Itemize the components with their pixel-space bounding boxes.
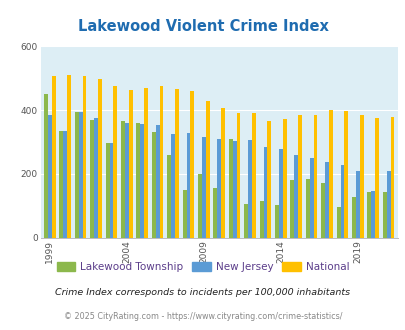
Bar: [263, 147, 267, 238]
Bar: [371, 191, 374, 238]
Bar: [355, 171, 359, 238]
Bar: [144, 88, 148, 238]
Bar: [275, 205, 278, 238]
Bar: [324, 162, 328, 238]
Bar: [252, 113, 255, 238]
Bar: [156, 125, 159, 238]
Bar: [182, 190, 186, 238]
Bar: [198, 174, 201, 238]
Bar: [236, 113, 240, 238]
Bar: [374, 118, 378, 238]
Bar: [52, 76, 55, 238]
Bar: [267, 121, 271, 238]
Text: © 2025 CityRating.com - https://www.cityrating.com/crime-statistics/: © 2025 CityRating.com - https://www.city…: [64, 312, 341, 321]
Bar: [121, 121, 125, 238]
Legend: Lakewood Township, New Jersey, National: Lakewood Township, New Jersey, National: [52, 258, 353, 276]
Bar: [244, 204, 247, 238]
Bar: [320, 183, 324, 238]
Text: Lakewood Violent Crime Index: Lakewood Violent Crime Index: [77, 19, 328, 34]
Bar: [125, 123, 128, 238]
Bar: [390, 117, 393, 238]
Bar: [343, 111, 347, 238]
Bar: [48, 115, 52, 238]
Bar: [79, 112, 82, 238]
Bar: [190, 91, 194, 238]
Bar: [205, 101, 209, 238]
Bar: [282, 118, 286, 238]
Bar: [213, 188, 217, 238]
Bar: [136, 123, 140, 238]
Bar: [382, 192, 386, 238]
Bar: [159, 86, 163, 238]
Bar: [167, 155, 171, 238]
Bar: [340, 165, 343, 238]
Bar: [305, 179, 309, 238]
Bar: [294, 155, 297, 238]
Bar: [386, 171, 390, 238]
Bar: [290, 180, 294, 238]
Bar: [113, 86, 117, 238]
Bar: [309, 158, 313, 238]
Bar: [328, 110, 332, 238]
Bar: [336, 207, 340, 238]
Bar: [90, 119, 94, 238]
Bar: [175, 89, 178, 238]
Bar: [109, 144, 113, 238]
Bar: [297, 115, 301, 238]
Bar: [63, 131, 67, 238]
Bar: [59, 131, 63, 238]
Bar: [201, 137, 205, 238]
Bar: [67, 75, 71, 238]
Bar: [221, 108, 224, 238]
Bar: [351, 197, 355, 238]
Bar: [82, 76, 86, 238]
Bar: [105, 144, 109, 238]
Bar: [259, 201, 263, 238]
Bar: [128, 90, 132, 238]
Bar: [278, 149, 282, 238]
Bar: [247, 140, 252, 238]
Bar: [217, 139, 221, 238]
Bar: [186, 133, 190, 238]
Bar: [75, 112, 79, 238]
Bar: [94, 118, 98, 238]
Bar: [228, 139, 232, 238]
Bar: [367, 192, 371, 238]
Bar: [313, 115, 317, 238]
Bar: [232, 141, 236, 238]
Bar: [359, 115, 363, 238]
Bar: [140, 124, 144, 238]
Text: Crime Index corresponds to incidents per 100,000 inhabitants: Crime Index corresponds to incidents per…: [55, 287, 350, 297]
Bar: [171, 134, 175, 238]
Bar: [98, 79, 102, 238]
Bar: [44, 94, 48, 238]
Bar: [151, 132, 156, 238]
